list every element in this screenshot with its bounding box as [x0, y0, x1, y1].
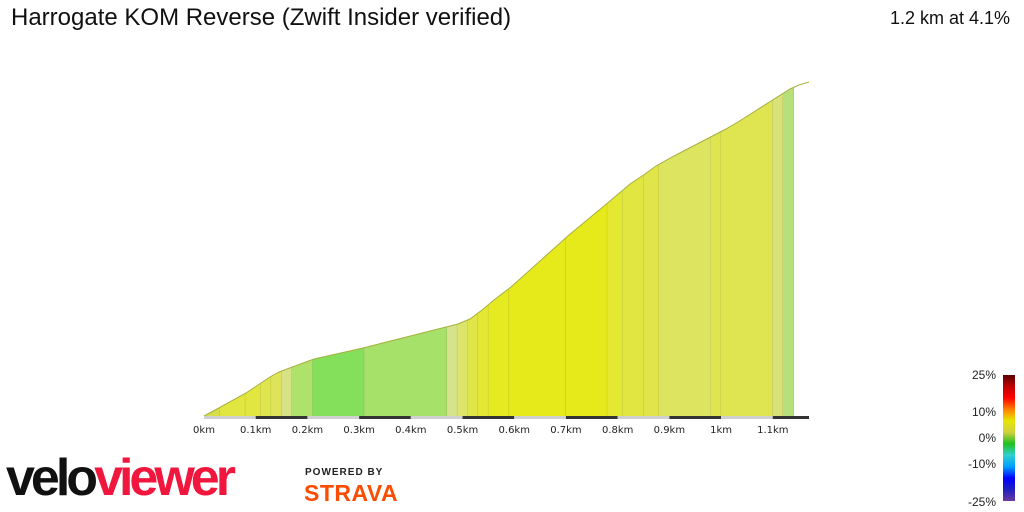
segment-summary: 1.2 km at 4.1% — [889, 8, 1010, 28]
gradient-segment[interactable] — [245, 60, 261, 416]
powered-by-label: POWERED BY — [305, 467, 384, 478]
x-tick-label: 0.6km — [498, 425, 530, 436]
gradient-segment[interactable] — [291, 60, 313, 416]
gradient-segment[interactable] — [447, 60, 458, 416]
gradient-segment[interactable] — [710, 60, 722, 416]
gradient-segment[interactable] — [219, 60, 246, 416]
gradient-segment[interactable] — [204, 60, 220, 416]
gradient-segment[interactable] — [509, 60, 566, 416]
legend-label: 10% — [971, 405, 996, 419]
logo-velo-text: velo — [6, 449, 98, 507]
gradient-segment[interactable] — [281, 60, 292, 416]
gradient-segment[interactable] — [721, 60, 773, 416]
legend-label: 25% — [971, 368, 996, 382]
x-tick-label: 1.1km — [757, 425, 789, 436]
gradient-segment[interactable] — [260, 60, 272, 416]
x-tick-label: 0.7km — [550, 425, 582, 436]
distance-axis-bar — [204, 416, 809, 419]
gradient-segment[interactable] — [643, 60, 660, 416]
gradient-segment[interactable] — [364, 60, 448, 416]
x-tick-label: 0.3km — [343, 425, 375, 436]
gradient-segment[interactable] — [772, 60, 784, 416]
veloviewer-logo[interactable]: veloviewer — [6, 449, 236, 507]
x-tick-label: 1km — [710, 425, 733, 436]
x-tick-label: 0.1km — [239, 425, 272, 436]
gradient-segment[interactable] — [467, 60, 479, 416]
gradient-color-legend — [1003, 375, 1015, 501]
gradient-segment[interactable] — [565, 60, 608, 416]
x-tick-label: 0km — [193, 425, 215, 436]
profile-outline — [203, 81, 810, 417]
gradient-segment[interactable] — [659, 60, 711, 416]
gradient-segment[interactable] — [478, 60, 489, 416]
x-tick-label: 0.2km — [291, 425, 324, 436]
gradient-segment[interactable] — [312, 60, 365, 416]
gradient-segment[interactable] — [457, 60, 468, 416]
x-tick-label: 0.9km — [653, 425, 686, 436]
legend-label: -10% — [967, 457, 996, 471]
x-tick-label: 0.5km — [446, 425, 479, 436]
strava-logo[interactable]: STRAVA — [304, 480, 399, 506]
gradient-segment[interactable] — [488, 60, 510, 416]
x-tick-label: 0.8km — [601, 425, 634, 436]
legend-label: -25% — [967, 495, 996, 509]
legend-label: 0% — [978, 431, 996, 445]
page-title: Harrogate KOM Reverse (Zwift Insider ver… — [11, 4, 512, 31]
gradient-segment[interactable] — [783, 60, 794, 416]
gradient-segment[interactable] — [607, 60, 623, 416]
gradient-segments — [204, 60, 794, 416]
logo-viewer-text: viewer — [94, 449, 236, 507]
gradient-segment[interactable] — [271, 60, 282, 416]
x-tick-label: 0.4km — [395, 425, 427, 436]
gradient-segment[interactable] — [622, 60, 644, 416]
